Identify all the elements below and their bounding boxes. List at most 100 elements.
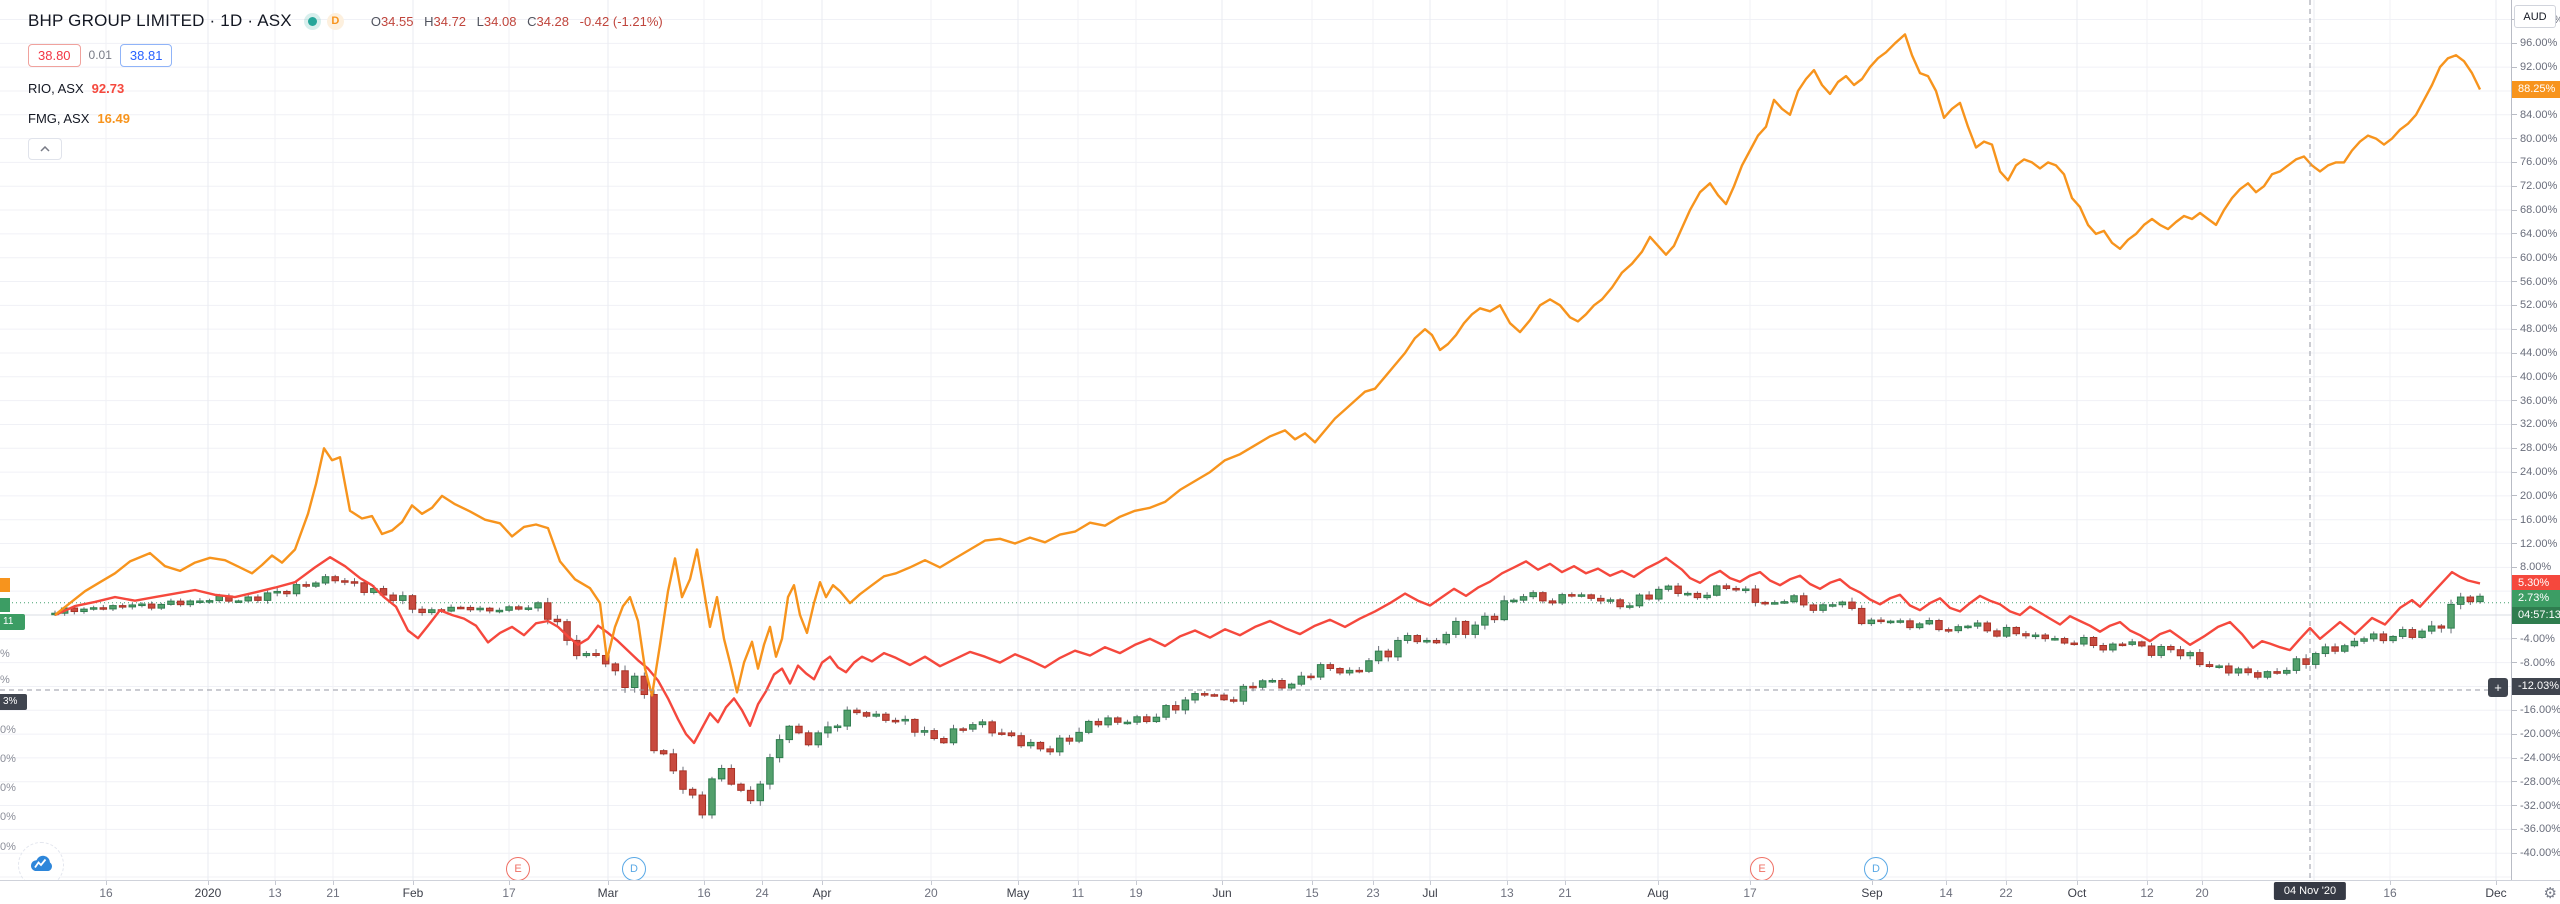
time-tick-mark [275, 881, 276, 885]
candle-body [1770, 602, 1779, 605]
candle-body [824, 726, 832, 734]
candle-body [389, 594, 397, 601]
symbol-legend-row[interactable]: BHP GROUP LIMITED · 1D · ASX D O34.55 H3… [28, 8, 663, 34]
candle-body [727, 767, 736, 785]
price-tick-label: -28.00% [2512, 775, 2560, 789]
earnings-marker[interactable]: E [1750, 857, 1774, 881]
candle-body [930, 730, 938, 740]
time-tick-label: Dec [2485, 886, 2507, 900]
candle-body [785, 725, 794, 741]
price-tick-label: 40.00% [2512, 370, 2560, 384]
compare-symbol-value: 16.49 [97, 110, 130, 126]
candle-body [1973, 622, 1982, 627]
candle-body [1075, 731, 1083, 742]
candle-body [1906, 620, 1914, 629]
dividend-marker[interactable]: D [622, 857, 646, 881]
candle-body [1896, 620, 1905, 623]
candle-body [1925, 620, 1934, 625]
candle-body [1461, 620, 1470, 635]
time-tick-label: 12 [2140, 886, 2154, 900]
candle-body [2176, 649, 2185, 657]
candle-body [1983, 622, 1992, 632]
time-tick-label: Jul [1422, 886, 1438, 900]
add-alert-plus-button[interactable]: + [2488, 677, 2508, 697]
candle-body [688, 788, 697, 796]
left-scale-fragment: 0% [0, 782, 16, 794]
time-axis[interactable]: 04 Nov '20 ⚙ 16 2020 13 21 Feb 17 Mar 16 24 Apr 20… [0, 880, 2560, 904]
compare-symbol-value: 92.73 [91, 80, 125, 96]
candle-body [2302, 658, 2310, 665]
candle-body [1819, 604, 1827, 611]
candle-body [1645, 594, 1653, 600]
price-tick-label: -24.00% [2512, 751, 2560, 765]
candle-body [669, 753, 678, 772]
candle-body [1471, 624, 1479, 635]
time-tick-mark [1312, 881, 1313, 885]
candle-body [408, 595, 417, 610]
candle-body [630, 675, 639, 689]
candle-body [1007, 732, 1016, 737]
candle-body [2031, 634, 2040, 638]
candle-body [775, 739, 784, 759]
candle-body [138, 603, 146, 607]
candle-body [1761, 601, 1769, 605]
candle-body [1993, 630, 2001, 637]
time-tick-label: Aug [1647, 886, 1669, 900]
bhp-price-label: 2.73% [2512, 590, 2560, 608]
candle-body [1027, 741, 1035, 747]
price-tick-label: -20.00% [2512, 727, 2560, 741]
dividend-marker[interactable]: D [1864, 857, 1888, 881]
candle-body [1394, 639, 1402, 658]
candle-body [611, 663, 620, 672]
candle-body [2051, 638, 2059, 641]
sell-button[interactable]: 38.80 [28, 43, 81, 67]
candle-body [1529, 592, 1537, 598]
time-tick-label: May [1006, 886, 1030, 900]
axis-settings-gear-icon[interactable]: ⚙ [2543, 885, 2557, 902]
left-scale-fragment [0, 578, 10, 592]
crosshair-date-label: 04 Nov '20 [2273, 882, 2347, 900]
bar-close-countdown: 04:57:13 [2512, 607, 2560, 625]
candle-body [2147, 645, 2156, 656]
candle-body [650, 694, 658, 752]
candle-body [659, 750, 668, 755]
compare-row-fmg[interactable]: FMG, ASX 16.49 [28, 108, 663, 128]
left-scale-fragment: % [0, 648, 10, 660]
candle-body [1085, 720, 1093, 733]
time-tick-mark [608, 881, 609, 885]
candle-body [2041, 634, 2049, 640]
candle-body [1056, 737, 1064, 753]
candle-body [1558, 594, 1566, 604]
price-tick-label: -36.00% [2512, 822, 2560, 836]
candle-body [1664, 585, 1673, 590]
candle-body [1568, 594, 1576, 597]
price-scale[interactable]: AUD 100.00%96.00%92.00%84.00%80.00%76.00… [2511, 0, 2560, 880]
legend-collapse-button[interactable] [28, 138, 62, 160]
candle-body [2196, 652, 2204, 666]
earnings-marker[interactable]: E [506, 857, 530, 881]
candle-body [1210, 694, 1219, 697]
candle-body [312, 582, 320, 587]
candle-body [128, 604, 137, 608]
price-tick-label: 48.00% [2512, 322, 2560, 336]
time-tick-label: 15 [1305, 886, 1319, 900]
candle-body [1703, 594, 1711, 599]
candle-body [1848, 601, 1856, 609]
buy-button[interactable]: 38.81 [119, 43, 173, 67]
price-tick-label: 56.00% [2512, 275, 2560, 289]
high-value: 34.72 [433, 13, 467, 29]
candle-body [2273, 671, 2281, 674]
candle-body [244, 596, 252, 602]
candle-body [882, 713, 890, 721]
candle-body [543, 602, 552, 620]
currency-toggle-button[interactable]: AUD [2514, 5, 2556, 28]
compare-row-rio[interactable]: RIO, ASX 92.73 [28, 78, 663, 98]
candle-body [621, 670, 629, 689]
candle-body [2476, 595, 2484, 603]
rio-price-label: 5.30% [2512, 574, 2560, 592]
candle-body [1886, 620, 1895, 624]
candle-body [1790, 595, 1798, 603]
candle-body [1548, 600, 1557, 604]
time-tick-mark [1222, 881, 1223, 885]
